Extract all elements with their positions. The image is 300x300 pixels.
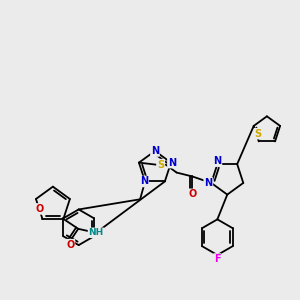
Text: O: O <box>66 240 74 250</box>
Text: NH: NH <box>88 228 104 237</box>
Text: N: N <box>204 178 212 188</box>
Text: N: N <box>168 158 176 168</box>
Text: F: F <box>214 254 221 264</box>
Text: S: S <box>157 160 164 170</box>
Text: S: S <box>255 129 262 139</box>
Text: O: O <box>188 189 196 199</box>
Text: N: N <box>140 176 148 187</box>
Text: N: N <box>151 146 159 156</box>
Text: N: N <box>213 156 221 166</box>
Text: O: O <box>35 204 43 214</box>
